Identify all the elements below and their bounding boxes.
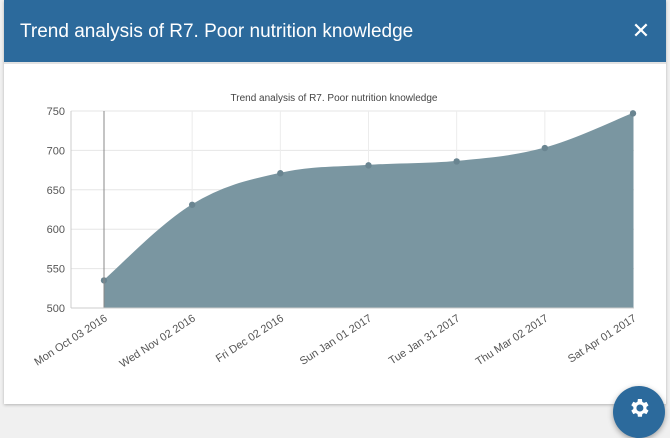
modal-header: Trend analysis of R7. Poor nutrition kno…	[4, 0, 666, 64]
y-tick-label: 750	[47, 106, 65, 118]
y-tick-label: 700	[47, 145, 65, 157]
y-tick-label: 600	[47, 224, 65, 236]
x-tick-label: Sun Jan 01 2017	[298, 312, 374, 367]
y-tick-label: 550	[47, 264, 65, 276]
data-point[interactable]	[277, 170, 284, 177]
close-button[interactable]: ✕	[631, 18, 651, 43]
x-tick-label: Sat Apr 01 2017	[566, 312, 639, 365]
settings-fab-button[interactable]	[613, 386, 665, 438]
data-point[interactable]	[365, 162, 372, 169]
modal-title: Trend analysis of R7. Poor nutrition kno…	[20, 21, 414, 42]
data-point[interactable]	[453, 158, 460, 165]
data-point[interactable]	[541, 144, 549, 152]
data-point[interactable]	[188, 201, 196, 208]
data-markers	[100, 110, 637, 284]
y-tick-label: 500	[47, 303, 65, 315]
trend-modal: Trend analysis of R7. Poor nutrition kno…	[4, 0, 666, 404]
trend-chart: 500 550 600 650 700 750 Mon Oct 03 2016 Wed Nov…	[32, 93, 639, 370]
x-tick-label: Thu Mar 02 2017	[474, 312, 551, 368]
data-point[interactable]	[629, 110, 637, 117]
x-tick-label: Tue Jan 31 2017	[387, 312, 462, 367]
x-tick-label: Wed Nov 02 2016	[118, 312, 198, 370]
gear-icon	[631, 399, 649, 417]
x-tick-label: Mon Oct 03 2016	[32, 312, 109, 368]
y-tick-label: 650	[47, 185, 65, 197]
chart-title: Trend analysis of R7. Poor nutrition kno…	[231, 93, 438, 104]
x-tick-label: Fri Dec 02 2016	[214, 312, 286, 365]
